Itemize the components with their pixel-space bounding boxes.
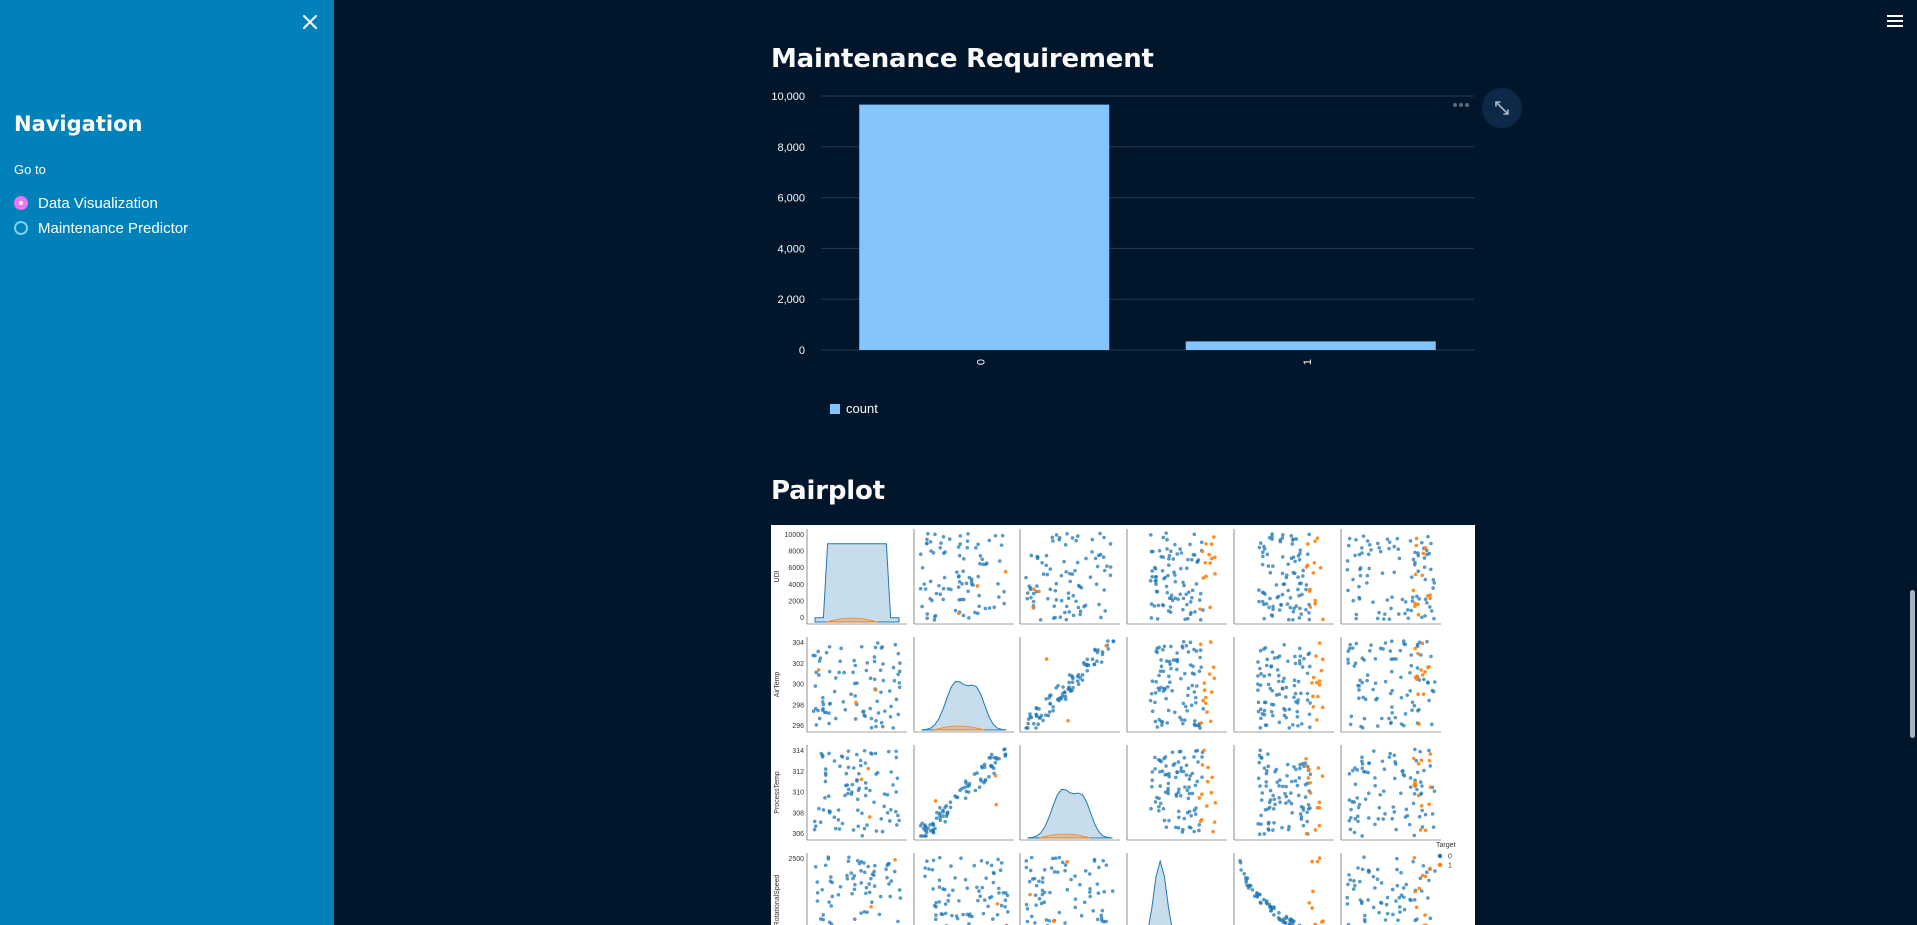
pairplot-legend-marker xyxy=(1437,853,1443,859)
pairplot-tick-label: 296 xyxy=(792,723,804,730)
pairplot-tick-label: 2500 xyxy=(788,856,804,863)
pairplot-panel xyxy=(1019,529,1120,625)
pairplot-panel xyxy=(1340,853,1437,925)
sidebar-title: Navigation xyxy=(14,112,143,136)
radio-option-data-visualization[interactable]: Data Visualization xyxy=(14,192,158,214)
pairplot-panel xyxy=(1233,745,1334,841)
pairplot-tick-label: 4000 xyxy=(788,582,804,589)
pairplot-tick-label: 300 xyxy=(792,682,804,689)
pairplot-panel xyxy=(806,853,903,925)
legend-swatch xyxy=(830,404,840,414)
main-menu-button[interactable] xyxy=(1884,10,1906,32)
more-horizontal-icon xyxy=(1453,103,1469,107)
y-tick-label: 0 xyxy=(799,345,805,357)
pairplot-tick-label: 314 xyxy=(792,748,804,755)
radio-option-maintenance-predictor[interactable]: Maintenance Predictor xyxy=(14,217,188,239)
pairplot-image: UDI 0 2000 4000 6000 8000 10000 AirTemp 296 298 30… xyxy=(771,525,1475,925)
pairplot-panel xyxy=(1019,637,1120,733)
pairplot-axis-label: UDI xyxy=(774,570,781,582)
pairplot-legend-label: 0 xyxy=(1448,854,1452,861)
sidebar: Navigation Go to Data Visualization Main… xyxy=(0,0,334,925)
pairplot-panel xyxy=(806,637,907,733)
pairplot-panel xyxy=(806,529,907,625)
pairplot-panel xyxy=(1340,745,1441,841)
pairplot-axis-label: AirTemp xyxy=(774,672,781,698)
pairplot-legend-marker xyxy=(1437,862,1443,868)
pairplot-tick-label: 310 xyxy=(792,790,804,797)
pairplot-axis-label: RotationalSpeed xyxy=(774,875,781,925)
pairplot-panel xyxy=(913,853,1010,925)
pairplot-tick-label: 298 xyxy=(792,702,804,709)
pairplot-panel xyxy=(1126,637,1227,733)
hamburger-menu-icon xyxy=(1887,15,1903,27)
pairplot-panel xyxy=(1340,529,1441,625)
chart-section-title: Maintenance Requirement xyxy=(771,44,1154,74)
pairplot-legend-title: Target xyxy=(1436,842,1456,849)
close-sidebar-button[interactable] xyxy=(298,10,322,34)
pairplot-panel xyxy=(1233,637,1334,733)
pairplot-panel xyxy=(1233,853,1325,925)
x-tick-label: 0 xyxy=(975,359,987,365)
radio-option-label: Data Visualization xyxy=(38,194,158,212)
pairplot-legend-label: 1 xyxy=(1448,863,1452,870)
pairplot-tick-label: 2000 xyxy=(788,598,804,605)
close-icon xyxy=(303,15,317,29)
pairplot-panel xyxy=(1019,745,1120,841)
bar-chart: 0 2,000 4,000 6,000 8,000 10,000 0 1 count xyxy=(771,80,1501,430)
y-tick-label: 6,000 xyxy=(777,193,805,205)
radio-selected-icon xyxy=(14,196,28,210)
pairplot-section-title: Pairplot xyxy=(771,476,885,506)
pairplot-panel xyxy=(1126,529,1227,625)
x-tick-label: 1 xyxy=(1302,359,1314,365)
pairplot-tick-label: 6000 xyxy=(788,565,804,572)
bar-chart-svg: 0 2,000 4,000 6,000 8,000 10,000 0 1 count xyxy=(771,91,1474,416)
y-tick-label: 8,000 xyxy=(777,142,805,154)
expand-icon xyxy=(1495,101,1509,115)
pairplot-axis-label: ProcessTemp xyxy=(774,771,781,814)
pairplot-tick-label: 0 xyxy=(800,615,804,622)
page-scrollbar[interactable] xyxy=(1910,590,1915,738)
pairplot-panel xyxy=(1233,529,1334,625)
pairplot-tick-label: 302 xyxy=(792,661,804,668)
radio-unselected-icon xyxy=(14,221,28,235)
pairplot-tick-label: 312 xyxy=(792,769,804,776)
pairplot-panel xyxy=(806,745,907,841)
pairplot-tick-label: 304 xyxy=(792,640,804,647)
bar[interactable] xyxy=(859,104,1110,350)
pairplot-panel xyxy=(913,637,1014,733)
pairplot-tick-label: 306 xyxy=(792,831,804,838)
pairplot-panel xyxy=(913,529,1014,625)
legend-label: count xyxy=(846,401,878,416)
pairplot-tick-label: 8000 xyxy=(788,549,804,556)
pairplot-panel xyxy=(1340,637,1441,733)
y-tick-label: 10,000 xyxy=(771,91,805,103)
chart-expand-button[interactable] xyxy=(1482,88,1522,128)
pairplot-panel xyxy=(1019,853,1115,925)
pairplot-panel xyxy=(1126,853,1173,925)
pairplot-tick-label: 308 xyxy=(792,810,804,817)
pairplot-panel xyxy=(913,745,1014,841)
pairplot-tick-label: 10000 xyxy=(785,532,805,539)
bar[interactable] xyxy=(1185,341,1436,350)
pairplot-panel xyxy=(1126,745,1227,841)
y-tick-label: 4,000 xyxy=(777,243,805,255)
chart-more-button[interactable] xyxy=(1450,98,1472,110)
radio-option-label: Maintenance Predictor xyxy=(38,219,189,237)
radio-group-label: Go to xyxy=(14,162,46,177)
y-tick-label: 2,000 xyxy=(777,294,805,306)
pairplot-svg: UDI 0 2000 4000 6000 8000 10000 AirTemp 296 298 30… xyxy=(774,529,1456,925)
